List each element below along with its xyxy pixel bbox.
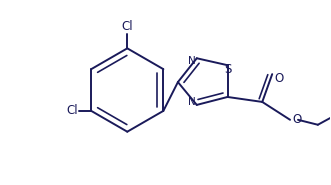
Text: N: N [188, 97, 196, 107]
Text: S: S [224, 63, 231, 76]
Text: O: O [292, 113, 301, 126]
Text: Cl: Cl [121, 21, 133, 33]
Text: N: N [188, 56, 196, 66]
Text: O: O [274, 72, 283, 85]
Text: Cl: Cl [67, 104, 78, 117]
